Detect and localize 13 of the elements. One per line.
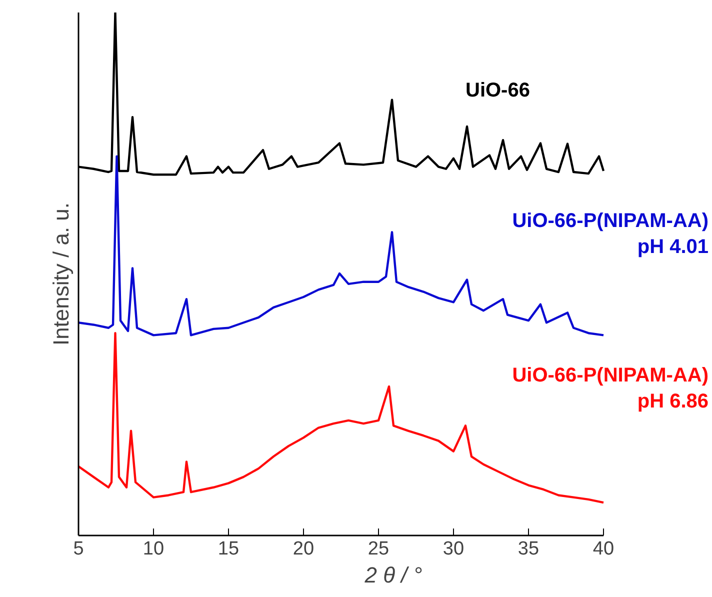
text: UiO-66-P(NIPAM-AA) pH 6.86 — [512, 364, 709, 412]
x-tick-label: 15 — [218, 538, 240, 560]
x-tick-label: 40 — [592, 538, 614, 560]
x-tick-label: 25 — [368, 538, 390, 560]
y-axis-title: Intensity / a. u. — [48, 202, 74, 346]
x-tick-label: 30 — [442, 538, 464, 560]
series-label: UiO-66 — [466, 79, 530, 102]
text: UiO-66-P(NIPAM-AA) pH 4.01 — [512, 210, 709, 258]
x-tick-label: 10 — [142, 538, 164, 560]
x-tick-label: 5 — [73, 538, 84, 560]
x-tick-label: 35 — [518, 538, 540, 560]
x-tick-label: 20 — [292, 538, 314, 560]
x-axis-title: 2 θ / ° — [364, 562, 422, 588]
